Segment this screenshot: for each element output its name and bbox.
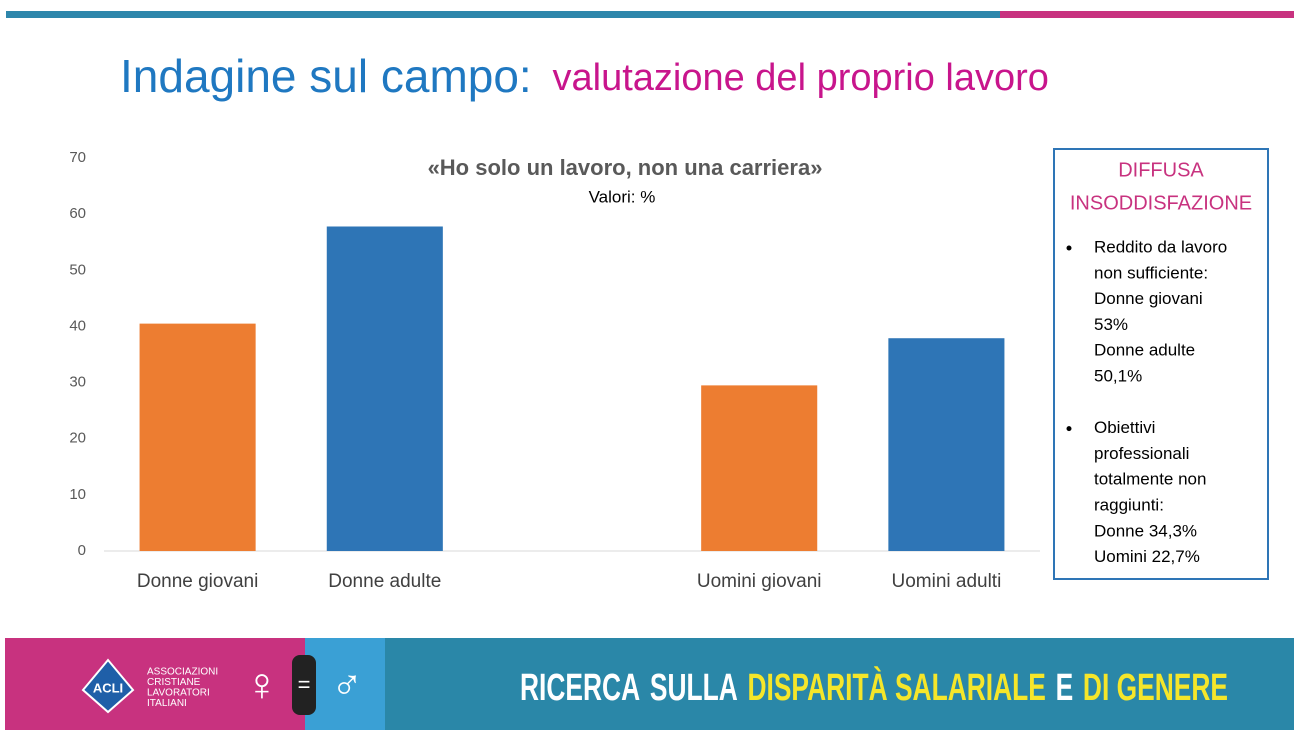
side-line: professionali (1094, 444, 1189, 463)
top-bar-magenta (1000, 11, 1294, 18)
side-line: Reddito da lavoro (1094, 237, 1227, 256)
footer-mid (305, 638, 385, 730)
chart-title: «Ho solo un lavoro, non una carriera» (428, 155, 823, 180)
x-tick-label: Donne giovani (137, 571, 258, 592)
side-line: totalmente non (1094, 470, 1206, 489)
title-accent: valutazione del proprio lavoro (553, 57, 1049, 99)
x-tick-label: Donne adulte (328, 571, 441, 592)
y-tick-label: 50 (69, 261, 86, 278)
side-line: 50,1% (1094, 366, 1142, 385)
org-line: LAVORATORI (147, 688, 210, 699)
y-tick-label: 40 (69, 317, 86, 334)
y-tick-label: 60 (69, 205, 86, 222)
bullet (1066, 426, 1072, 432)
title-main: Indagine sul campo: (120, 50, 532, 102)
banner-part: E (1056, 667, 1074, 709)
y-tick-label: 10 (69, 486, 86, 503)
chart: «Ho solo un lavoro, non una carriera» Va… (69, 149, 1040, 592)
side-line: Donne adulte (1094, 341, 1195, 360)
logo-text: ACLI (93, 680, 123, 695)
footer-right (385, 638, 1294, 730)
side-line: Donne 34,3% (1094, 521, 1197, 540)
female-symbol: ♀ (245, 658, 280, 710)
slide-title: Indagine sul campo: valutazione del prop… (120, 50, 1049, 102)
bar (139, 323, 256, 551)
x-tick-label: Uomini giovani (697, 571, 822, 592)
org-line: CRISTIANE (147, 677, 201, 688)
y-tick-label: 0 (78, 542, 86, 559)
side-line: non sufficiente: (1094, 263, 1208, 282)
banner-part: DI GENERE (1083, 667, 1228, 709)
side-line: Obiettivi (1094, 418, 1155, 437)
chart-subtitle: Valori: % (589, 187, 656, 206)
side-box (1053, 148, 1269, 580)
male-symbol: ♂ (331, 661, 363, 708)
banner-part: RICERCA (520, 667, 640, 709)
y-tick-label: 30 (69, 374, 86, 391)
side-heading: DIFFUSA (1118, 159, 1204, 181)
side-heading: INSODDISFAZIONE (1070, 192, 1252, 214)
top-bar-blue (6, 11, 1000, 18)
side-line: raggiunti: (1094, 495, 1164, 514)
banner: RICERCASULLADISPARITÀ SALARIALE EDI GENER… (520, 665, 1228, 709)
logo-shield (81, 658, 135, 714)
side-content: DIFFUSA INSODDISFAZIONE Reddito da lavoro n… (1066, 159, 1252, 566)
equal-figure (292, 655, 316, 715)
bullet (1066, 245, 1072, 251)
org-line: ITALIANI (147, 698, 187, 709)
side-line: Donne giovani (1094, 289, 1203, 308)
side-line: 53% (1094, 315, 1128, 334)
bar (701, 385, 818, 551)
equal-sign: = (298, 672, 311, 697)
x-tick-label: Uomini adulti (891, 571, 1001, 592)
org-line: ASSOCIAZIONI (147, 667, 218, 678)
banner-part: SULLA (650, 667, 738, 709)
banner-part: DISPARITÀ SALARIALE (747, 665, 1045, 709)
y-tick-label: 70 (69, 149, 86, 166)
bar (888, 338, 1005, 551)
side-line: Uomini 22,7% (1094, 547, 1200, 566)
bar (326, 226, 443, 551)
footer-left (5, 638, 305, 730)
y-tick-label: 20 (69, 430, 86, 447)
